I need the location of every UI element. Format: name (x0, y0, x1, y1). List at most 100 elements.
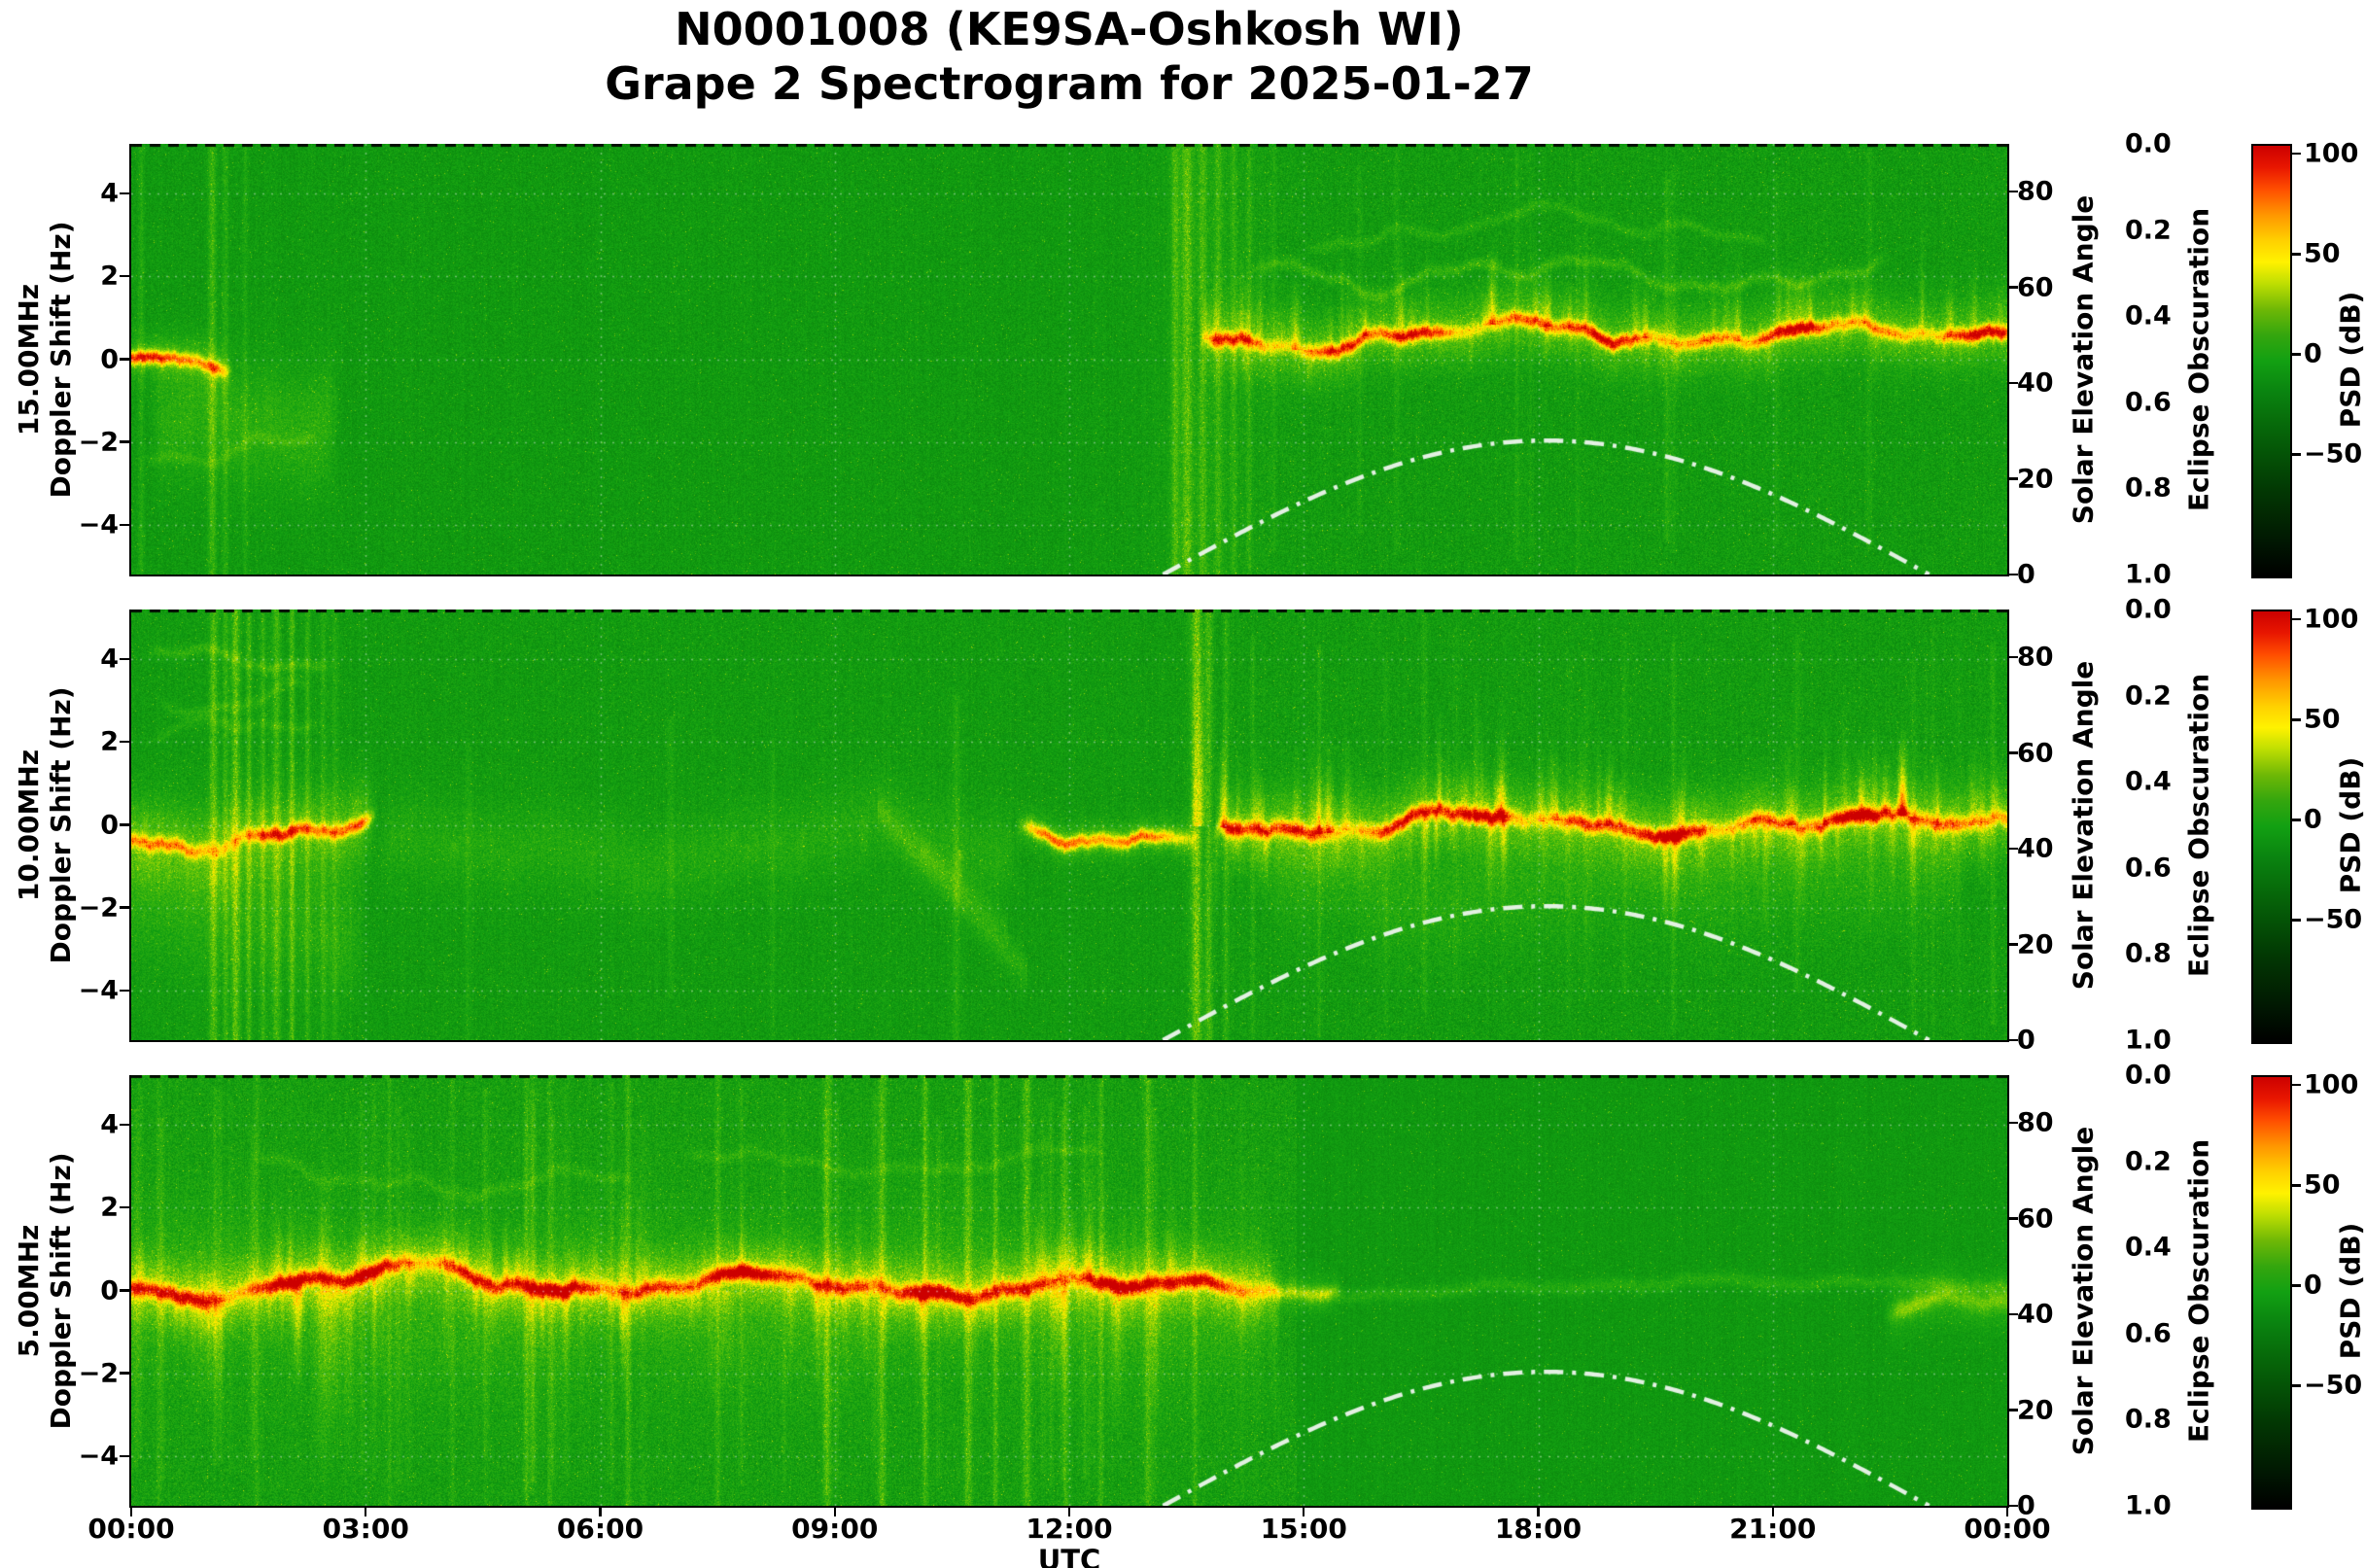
x-tick-mark (599, 1506, 602, 1516)
solar-tick-label: 20 (2017, 464, 2054, 495)
doppler-tick-mark (120, 906, 130, 909)
plot-area-5.00MHz (129, 1075, 2009, 1508)
figure-title-line1: N0001008 (KE9SA-Oshkosh WI) (675, 3, 1464, 55)
eclipse-tick-label: 1.0 (2125, 1490, 2172, 1521)
doppler-tick-mark (120, 823, 130, 826)
solar-tick-mark (2009, 477, 2018, 480)
colorbar-tick-label: 50 (2304, 1169, 2341, 1201)
solar-tick-mark (2009, 191, 2018, 193)
x-tick-label: 03:00 (322, 1513, 409, 1545)
solar-tick-mark (2009, 656, 2018, 659)
colorbar-tick-label: 100 (2304, 138, 2359, 169)
y-axis-freq-10.00MHz: 10.00MHz (13, 749, 45, 901)
eclipse-tick-label: 0.2 (2125, 215, 2172, 246)
doppler-tick-label: 0 (100, 810, 119, 840)
doppler-tick-mark (120, 358, 130, 361)
solar-tick-mark (2009, 1038, 2018, 1042)
x-tick-label: 00:00 (1964, 1513, 2051, 1545)
solar-tick-label: 60 (2017, 1203, 2054, 1235)
doppler-tick-label: 0 (100, 1275, 119, 1306)
colorbar-tick-label: 50 (2304, 238, 2341, 269)
doppler-tick-label: −4 (78, 1441, 119, 1472)
x-tick-label: 18:00 (1494, 1513, 1582, 1545)
colorbar-tick-mark (2292, 718, 2301, 721)
doppler-tick-mark (120, 1372, 130, 1375)
eclipse-tick-label: 0.4 (2125, 300, 2172, 331)
eclipse-tick-label: 1.0 (2125, 559, 2172, 590)
doppler-tick-label: −4 (78, 975, 119, 1006)
solar-tick-mark (2009, 1409, 2018, 1411)
doppler-tick-label: 2 (100, 1192, 119, 1223)
x-tick-mark (833, 1506, 836, 1516)
y-axis-freq-5.00MHz: 5.00MHz (13, 1224, 45, 1357)
solar-tick-label: 40 (2017, 367, 2054, 399)
figure-title-line2: Grape 2 Spectrogram for 2025-01-27 (605, 57, 1534, 110)
colorbar-tick-mark (2292, 253, 2301, 256)
colorbar-label: PSD (dB) (2334, 1222, 2365, 1359)
colorbar-tick-mark (2292, 618, 2301, 621)
solar-tick-label: 0 (2017, 559, 2035, 590)
doppler-tick-label: −4 (78, 509, 119, 540)
solar-tick-mark (2009, 943, 2018, 946)
doppler-tick-label: 0 (100, 344, 119, 374)
solar-tick-label: 40 (2017, 1299, 2054, 1330)
doppler-tick-mark (120, 989, 130, 993)
doppler-tick-mark (120, 1454, 130, 1458)
colorbar-tick-label: −50 (2304, 438, 2363, 470)
doppler-tick-mark (120, 192, 130, 195)
solar-tick-mark (2009, 847, 2018, 851)
eclipse-tick-label: 0.0 (2125, 128, 2172, 159)
solar-tick-mark (2009, 1504, 2018, 1508)
psd-colorbar (2251, 1075, 2292, 1510)
x-tick-mark (129, 1506, 133, 1516)
eclipse-tick-label: 0.6 (2125, 853, 2172, 884)
solar-tick-label: 60 (2017, 272, 2054, 303)
psd-colorbar (2251, 610, 2292, 1044)
doppler-tick-mark (120, 1123, 130, 1127)
solar-tick-label: 0 (2017, 1490, 2035, 1521)
solar-tick-mark (2009, 286, 2018, 289)
eclipse-tick-label: 0.0 (2125, 594, 2172, 625)
colorbar-tick-label: 100 (2304, 604, 2359, 635)
eclipse-axis-label: Eclipse Obscuration (2182, 1138, 2215, 1443)
x-tick-label: 12:00 (1026, 1513, 1113, 1545)
x-tick-label: 21:00 (1729, 1513, 1817, 1545)
colorbar-tick-mark (2292, 919, 2301, 922)
solar-tick-mark (2009, 1122, 2018, 1125)
solar-tick-mark (2009, 573, 2018, 576)
doppler-tick-label: −2 (78, 1358, 119, 1389)
solar-tick-mark (2009, 751, 2018, 754)
eclipse-tick-label: 0.2 (2125, 680, 2172, 712)
colorbar-label: PSD (dB) (2334, 756, 2365, 893)
eclipse-tick-label: 0.0 (2125, 1060, 2172, 1091)
plot-area-10.00MHz (129, 610, 2009, 1042)
colorbar-tick-mark (2292, 353, 2301, 356)
eclipse-tick-label: 0.4 (2125, 1232, 2172, 1263)
doppler-tick-mark (120, 440, 130, 443)
eclipse-tick-label: 0.4 (2125, 766, 2172, 797)
colorbar-tick-mark (2292, 819, 2301, 821)
eclipse-tick-label: 0.2 (2125, 1146, 2172, 1177)
plot-area-15.00MHz (129, 144, 2009, 576)
solar-tick-label: 80 (2017, 176, 2054, 207)
colorbar-tick-label: 100 (2304, 1069, 2359, 1100)
x-tick-label: 15:00 (1260, 1513, 1347, 1545)
psd-colorbar (2251, 144, 2292, 578)
eclipse-tick-label: 1.0 (2125, 1025, 2172, 1056)
colorbar-tick-mark (2292, 153, 2301, 156)
colorbar-tick-label: −50 (2304, 1370, 2363, 1401)
x-tick-mark (1771, 1506, 1774, 1516)
colorbar-tick-mark (2292, 1184, 2301, 1187)
colorbar-tick-label: 0 (2304, 1270, 2322, 1301)
colorbar-tick-mark (2292, 1384, 2301, 1387)
solar-tick-label: 80 (2017, 642, 2054, 673)
x-axis-label: UTC (1037, 1544, 1101, 1568)
eclipse-axis-label: Eclipse Obscuration (2182, 673, 2215, 977)
y-axis-freq-15.00MHz: 15.00MHz (13, 283, 45, 436)
doppler-tick-label: 2 (100, 726, 119, 757)
doppler-tick-mark (120, 523, 130, 527)
doppler-tick-label: 2 (100, 261, 119, 292)
doppler-tick-mark (120, 1206, 130, 1209)
solar-tick-label: 60 (2017, 738, 2054, 769)
